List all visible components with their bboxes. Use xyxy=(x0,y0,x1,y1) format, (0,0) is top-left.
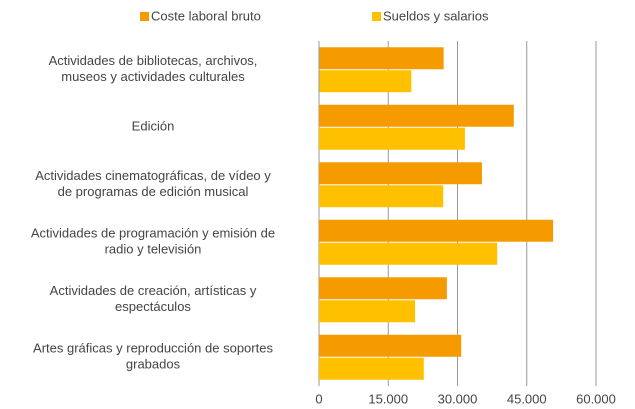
legend-swatch xyxy=(372,12,381,21)
y-tick-label: grabados xyxy=(126,357,181,372)
bar xyxy=(319,242,498,265)
y-tick-label: Edición xyxy=(132,119,175,134)
y-tick-label: museos y actividades culturales xyxy=(61,69,245,84)
y-tick-label: Actividades cinematográficas, de vídeo y xyxy=(35,168,271,183)
bar xyxy=(319,277,447,300)
y-tick-label: de programas de edición musical xyxy=(58,184,249,199)
bar xyxy=(319,219,554,242)
y-tick-label: espectáculos xyxy=(115,299,191,314)
y-tick-label: Actividades de programación y emisión de xyxy=(31,226,275,241)
x-tick-label: 0 xyxy=(315,391,322,406)
y-tick-label: Actividades de creación, artísticas y xyxy=(50,283,257,298)
bar xyxy=(319,70,412,93)
x-tick-label: 60.000 xyxy=(576,391,616,406)
y-tick-label: Artes gráficas y reproducción de soporte… xyxy=(33,341,273,356)
bar xyxy=(319,104,514,127)
y-tick-label: Actividades de bibliotecas, archivos, xyxy=(49,53,258,68)
bar xyxy=(319,162,482,185)
legend-label: Coste laboral bruto xyxy=(151,8,261,23)
bar xyxy=(319,300,416,323)
legend-label: Sueldos y salarios xyxy=(383,8,489,23)
x-tick-label: 15.000 xyxy=(368,391,408,406)
x-tick-label: 45.000 xyxy=(507,391,547,406)
bar xyxy=(319,47,444,70)
x-tick-label: 30.000 xyxy=(438,391,478,406)
bar xyxy=(319,185,444,208)
legend-swatch xyxy=(140,12,149,21)
bar xyxy=(319,357,424,380)
y-tick-label: radio y televisión xyxy=(105,242,202,257)
bar xyxy=(319,334,462,357)
bar xyxy=(319,127,465,150)
